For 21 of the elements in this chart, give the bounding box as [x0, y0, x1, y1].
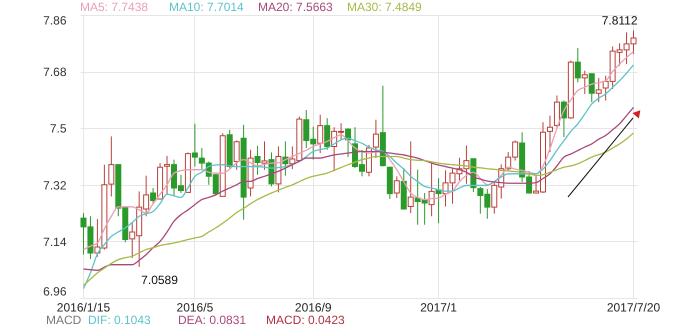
text: MA5: 7.7438	[80, 0, 148, 14]
annotation: 7.8112	[602, 13, 638, 28]
annotation: 7.0589	[141, 272, 178, 287]
y-tick-label: 7.32	[43, 178, 67, 192]
text: MA20: 7.5663	[258, 0, 334, 14]
text: MACD: 0.0423	[266, 313, 346, 327]
y-tick-label: 7.14	[43, 234, 67, 249]
x-tick-label: 2016/1/15	[56, 300, 110, 314]
text: MACD	[46, 313, 82, 327]
text: MA10: 7.7014	[169, 0, 244, 14]
text: DEA: 0.0831	[178, 313, 246, 327]
x-tick-label: 2017/7/20	[606, 300, 661, 314]
x-tick-label: 2016/5	[176, 300, 214, 314]
y-tick-label: 7.68	[43, 65, 67, 80]
text: MA30: 7.4849	[347, 0, 422, 14]
y-tick-label: 7.86	[43, 14, 67, 28]
text: DIF: 0.1043	[88, 313, 152, 327]
y-tick-label: 6.96	[43, 284, 67, 298]
x-tick-label: 2017/1	[420, 300, 458, 314]
x-tick-label: 2016/9	[294, 300, 332, 314]
y-tick-label: 7.5	[50, 122, 67, 136]
